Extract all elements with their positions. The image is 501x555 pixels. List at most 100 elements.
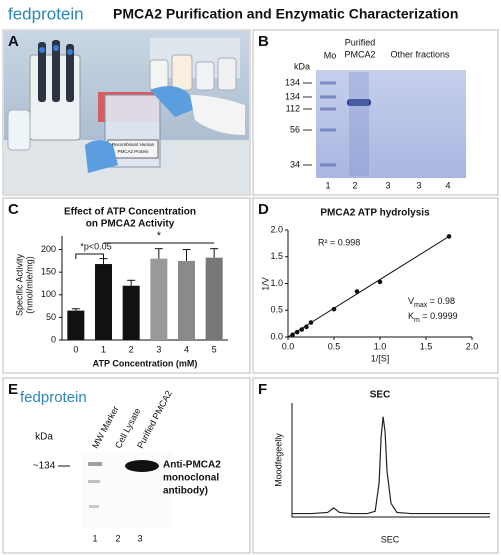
x-axis-label: 1/[S] [371, 353, 390, 363]
panel-d [252, 197, 499, 374]
y-tick-label: 2.0 [270, 224, 283, 234]
bar [178, 260, 195, 340]
x-tick-label: 0.0 [282, 341, 295, 351]
bar [95, 264, 112, 340]
bar [122, 285, 140, 340]
antibody-label: antibody) [163, 486, 208, 497]
chart-title: PMCA2 ATP hydrolysis [320, 208, 430, 219]
box-label: Recombinant Human [112, 142, 155, 147]
panel-label: B [258, 33, 269, 50]
annotation: Vmax = 0.98 [408, 296, 455, 309]
gel [316, 70, 466, 178]
lane-header: PMCA2 [344, 49, 375, 59]
antibody-label: Anti-PMCA2 [163, 460, 221, 471]
lane-number: 1 [92, 533, 97, 543]
annotation: *p<0.05 [80, 241, 111, 251]
marker-band [320, 95, 336, 99]
chart-title: on PMCA2 Activity [86, 219, 175, 230]
point [299, 327, 305, 332]
x-tick-label: 2.0 [466, 341, 479, 351]
point [377, 279, 383, 285]
x-tick-label: 0.5 [328, 341, 341, 351]
antibody-label: monoclonal [163, 473, 219, 484]
x-tick-label: 0 [73, 344, 78, 354]
axes [291, 403, 490, 518]
chart-title: Effect of ATP Concentration [64, 207, 196, 218]
lane-number: 3 [137, 533, 142, 543]
bar [150, 258, 168, 340]
lane-number: 3 [385, 180, 390, 190]
blot-kda: kDa [35, 432, 53, 443]
lane-header: Purified [345, 37, 376, 47]
y-tick-label: 0 [51, 334, 56, 344]
figure-title: PMCA2 Purification and Enzymatic Charact… [113, 6, 458, 22]
annotation-value: = 0.9999 [420, 311, 458, 321]
bar [205, 257, 223, 340]
marker-label: 34 [290, 159, 300, 169]
annotation-subscript: m [414, 317, 420, 324]
point [308, 320, 314, 325]
y-tick-label: 0.5 [270, 305, 283, 315]
trendline [287, 235, 450, 338]
y-tick-label: 50 [46, 312, 56, 322]
point [331, 306, 337, 312]
marker-label: 112 [286, 103, 300, 113]
lane-number: 2 [115, 533, 120, 543]
panel-label: D [258, 201, 269, 218]
blot-marker: ~134 [33, 461, 56, 472]
x-axis-label: ATP Concentration (mM) [93, 358, 198, 368]
panel-f [252, 377, 499, 554]
x-tick-label: 1 [101, 344, 106, 354]
x-tick-label: 1.0 [374, 341, 387, 351]
marker-band [88, 480, 100, 483]
panel-label: E [8, 381, 18, 398]
y-axis-label: Specific Activity [14, 253, 24, 316]
point [294, 329, 300, 335]
marker-band [320, 163, 336, 167]
marker-band [320, 81, 336, 85]
x-tick-label: 2 [129, 344, 134, 354]
lane-number: 3 [416, 180, 421, 190]
lane-smear [349, 72, 369, 176]
y-axis-label: 1/V [260, 277, 270, 291]
blot-brand: fedprotein [20, 389, 87, 406]
chromatogram [292, 416, 490, 515]
x-tick-label: 3 [156, 344, 161, 354]
point [446, 234, 452, 239]
lane-header: Other fractions [390, 49, 450, 59]
marker-label: 134 [285, 91, 300, 101]
marker-label: 56 [290, 124, 300, 134]
bar [67, 310, 85, 340]
lane-number: 2 [352, 180, 357, 190]
y-tick-label: 1.0 [270, 278, 283, 288]
y-tick-label: 150 [41, 267, 56, 277]
y-axis-label: Moodfegeelly [273, 433, 283, 487]
chart-title: SEC [370, 390, 391, 401]
panel-label: A [8, 33, 19, 50]
y-axis-label: (nmol/mle/mg) [24, 256, 34, 314]
lab-photo [4, 31, 249, 194]
annotation: R² = 0.998 [318, 237, 360, 247]
blot-band [125, 460, 159, 472]
y-tick-label: 1.5 [270, 251, 283, 261]
marker-band [88, 462, 102, 466]
lane-number: 4 [445, 180, 450, 190]
marker-band [89, 505, 99, 508]
marker-label: 134 [285, 77, 300, 87]
box-label: PMCA2 Protein [117, 149, 149, 154]
annotation-symbol: V [408, 296, 414, 306]
point [290, 332, 295, 338]
annotation: * [157, 230, 162, 242]
point [304, 324, 309, 330]
lane-header: Mo [324, 50, 337, 60]
panel-label: C [8, 201, 19, 218]
marker-band [320, 107, 336, 111]
y-tick-label: 100 [41, 289, 56, 299]
x-tick-label: 5 [212, 344, 217, 354]
x-axis-label: SEC [381, 534, 400, 544]
significance-bracket [75, 253, 104, 259]
gel-kda: kDa [294, 61, 310, 71]
x-tick-label: 1.5 [420, 341, 433, 351]
annotation-symbol: K [408, 311, 414, 321]
